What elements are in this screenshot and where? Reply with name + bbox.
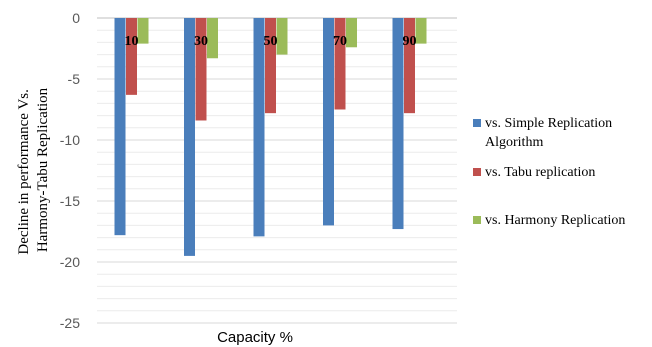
legend-swatch xyxy=(473,216,481,224)
bar xyxy=(276,18,288,55)
category-label: 10 xyxy=(125,34,139,49)
y-tick-label: -25 xyxy=(60,315,80,331)
bar xyxy=(126,18,137,95)
bars xyxy=(114,18,427,256)
legend-label: vs. Harmony Replication xyxy=(485,213,626,228)
y-axis-title-line-1: Decline in performance Vs. xyxy=(16,89,32,255)
category-labels: 10 30 50 70 90 xyxy=(125,34,417,49)
y-axis-title-line-2: Harmony-Tabu Replication xyxy=(35,87,51,252)
y-tick-label: 0 xyxy=(72,10,80,26)
legend-item: vs. Harmony Replication xyxy=(473,211,651,230)
bar xyxy=(346,18,357,48)
y-axis-tick-labels: 0 -5 -10 -15 -20 -25 xyxy=(60,10,80,331)
category-label: 50 xyxy=(264,34,278,49)
legend-label: vs. Tabu replication xyxy=(485,165,596,180)
legend-label: Algorithm xyxy=(485,135,544,150)
bar xyxy=(253,18,265,237)
category-label: 30 xyxy=(194,34,208,49)
category-label: 90 xyxy=(403,34,417,49)
bar xyxy=(415,18,427,44)
category-label: 70 xyxy=(333,34,347,49)
y-axis-title: Decline in performance Vs. Harmony-Tabu … xyxy=(16,85,51,254)
legend-item: vs. Simple Replication Algorithm xyxy=(473,114,651,152)
bar xyxy=(323,18,334,226)
bar xyxy=(114,18,126,236)
bar xyxy=(195,18,207,121)
bar xyxy=(207,18,218,59)
bar xyxy=(137,18,149,44)
y-tick-label: -5 xyxy=(68,71,81,87)
legend-item: vs. Tabu replication xyxy=(473,163,651,182)
y-tick-label: -15 xyxy=(60,193,80,209)
bar xyxy=(265,18,276,114)
legend-label: vs. Simple Replication xyxy=(485,116,613,131)
bar xyxy=(404,18,415,114)
legend-swatch xyxy=(473,119,481,127)
bar xyxy=(184,18,195,256)
bar xyxy=(334,18,346,110)
x-axis-title: Capacity % xyxy=(217,329,293,346)
bar xyxy=(392,18,404,230)
y-tick-label: -20 xyxy=(60,254,80,270)
legend-swatch xyxy=(473,168,481,176)
y-tick-label: -10 xyxy=(60,132,80,148)
